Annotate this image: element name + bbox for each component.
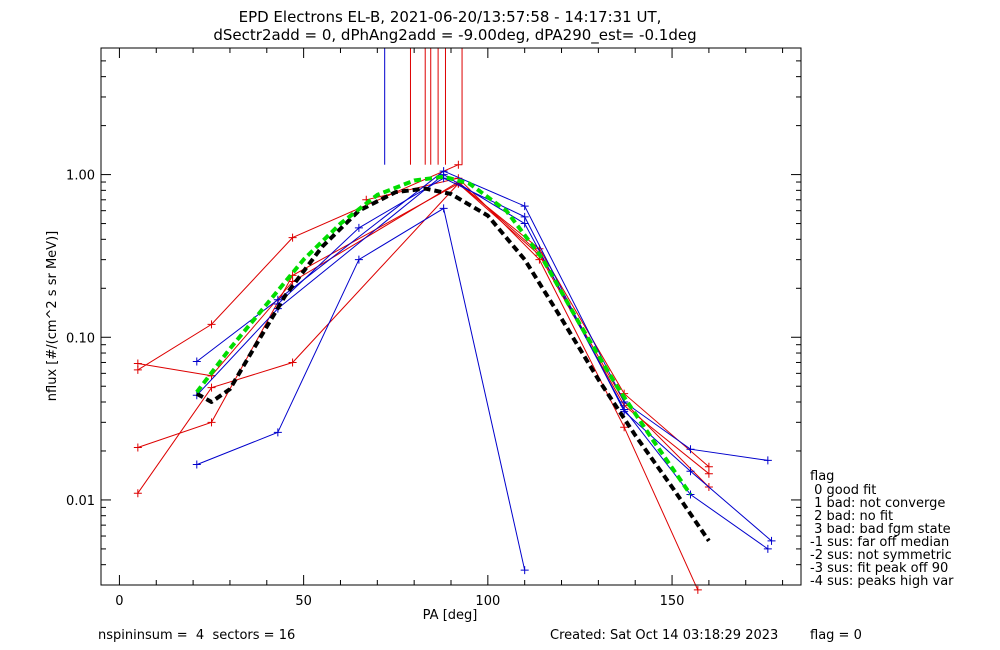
- x-tick-label: 50: [295, 594, 312, 609]
- data-point: [686, 467, 695, 476]
- y-axis-label: nflux [#/(cm^2 s sr MeV)]: [45, 231, 60, 401]
- series-layer: [133, 48, 776, 594]
- y-tick-label: 0.01: [66, 494, 95, 509]
- fit-curve: [195, 186, 711, 543]
- data-point: [439, 204, 448, 213]
- data-point: [207, 418, 216, 427]
- data-point: [133, 443, 142, 452]
- data-point: [354, 223, 363, 232]
- legend-item: 1 bad: not converge: [810, 496, 945, 511]
- series-line: [137, 363, 212, 377]
- series-line: [196, 207, 526, 571]
- data-point: [207, 320, 216, 329]
- flag-legend: flag 0 good fit 1 bad: not converge 2 ba…: [810, 469, 954, 589]
- data-point: [288, 233, 297, 242]
- data-point: [520, 212, 529, 221]
- data-point: [686, 445, 695, 454]
- footer-flag: flag = 0: [810, 628, 862, 643]
- data-point: [763, 544, 772, 553]
- fit-curve: [195, 174, 693, 496]
- series-line: [196, 170, 768, 461]
- series-line: [277, 177, 772, 542]
- data-point: [693, 585, 702, 594]
- series-line: [196, 173, 769, 550]
- data-point: [192, 460, 201, 469]
- axes-layer: 0 50 100 150 0.01 0.10 1.00: [66, 47, 801, 609]
- data-point: [133, 365, 142, 374]
- data-point: [207, 383, 216, 392]
- legend-item: 2 bad: no fit: [810, 509, 893, 524]
- data-point: [354, 255, 363, 264]
- legend-item: 0 good fit: [810, 483, 876, 498]
- x-tick-label: 100: [475, 594, 500, 609]
- data-point: [763, 456, 772, 465]
- legend-title: flag: [810, 469, 834, 484]
- x-tick-label: 0: [115, 594, 123, 609]
- x-tick-label: 150: [660, 594, 685, 609]
- chart-subtitle: dSectr2add = 0, dPhAng2add = -9.00deg, d…: [213, 26, 696, 45]
- data-point: [620, 423, 629, 432]
- chart-title: EPD Electrons EL-B, 2021-06-20/13:57:58 …: [239, 8, 662, 26]
- legend-item: -4 sus: peaks high var: [810, 574, 954, 589]
- data-point: [520, 566, 529, 575]
- data-point: [767, 536, 776, 545]
- series-line: [137, 182, 710, 494]
- data-point: [704, 462, 713, 471]
- y-tick-label: 0.10: [66, 331, 95, 346]
- data-point: [273, 428, 282, 437]
- plot-frame: [100, 47, 802, 586]
- data-point: [133, 489, 142, 498]
- legend-item: -1 sus: far off median: [810, 535, 949, 550]
- data-point: [454, 160, 463, 169]
- series-line: [211, 181, 710, 488]
- data-point: [704, 469, 713, 478]
- data-point: [288, 358, 297, 367]
- y-tick-label: 1.00: [66, 169, 95, 184]
- legend-item: -3 sus: fit peak off 90: [810, 561, 948, 576]
- legend-item: -2 sus: not symmetric: [810, 548, 952, 563]
- data-point: [520, 202, 529, 211]
- x-axis-label: PA [deg]: [423, 608, 478, 623]
- legend-item: 3 bad: bad fgm state: [810, 522, 951, 537]
- footer-spin-info: nspininsum = 4 sectors = 16: [98, 628, 295, 643]
- footer-created: Created: Sat Oct 14 03:18:29 2023: [550, 628, 778, 643]
- data-point: [520, 219, 529, 228]
- data-point: [192, 357, 201, 366]
- series-line: [366, 177, 699, 591]
